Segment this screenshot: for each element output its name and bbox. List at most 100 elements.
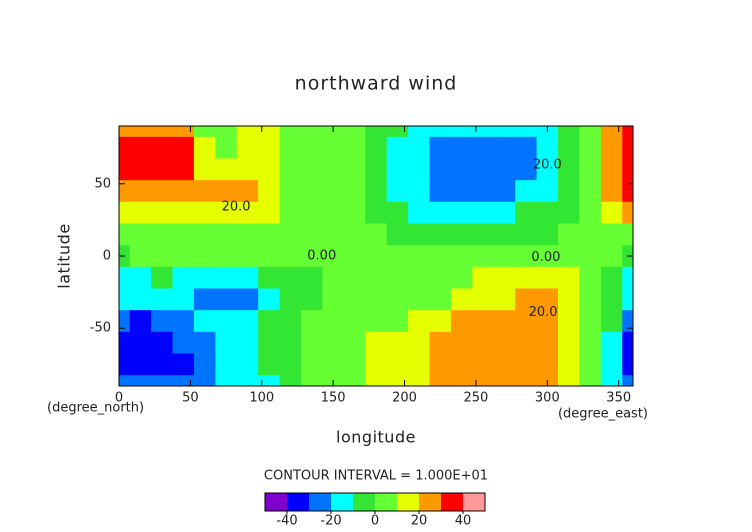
cell [600, 126, 623, 138]
x-tick-label: 50 [182, 391, 199, 406]
cell [301, 288, 323, 311]
cell [408, 245, 431, 268]
cell [215, 245, 238, 268]
contour-label: 20.0 [533, 158, 562, 173]
x-tick-label: 150 [321, 391, 346, 406]
cell [536, 158, 559, 181]
cell [622, 375, 634, 387]
cell [429, 223, 452, 246]
chart-title: northward wind [295, 73, 458, 95]
cell [301, 158, 323, 181]
cell [579, 331, 602, 354]
cell [450, 126, 473, 138]
colorbar-swatch [331, 493, 353, 511]
cell [600, 201, 623, 224]
cell [301, 201, 323, 224]
cell [343, 288, 366, 311]
cell [429, 201, 452, 224]
cell [343, 331, 366, 354]
cell [515, 126, 538, 138]
cell [129, 266, 152, 289]
cell [622, 288, 634, 311]
cell [579, 353, 602, 376]
cell [151, 266, 174, 289]
cell [215, 136, 238, 159]
cell [322, 353, 345, 376]
cell [429, 288, 452, 311]
cell [472, 266, 495, 289]
cell [322, 288, 345, 311]
cell [151, 353, 174, 376]
x-tick-label: 350 [606, 391, 631, 406]
cell [279, 331, 302, 354]
cell [386, 353, 409, 376]
cell [365, 266, 388, 289]
cell [258, 310, 281, 333]
cell [622, 158, 634, 181]
cell [119, 331, 131, 354]
cell [129, 180, 152, 203]
cell [493, 310, 516, 333]
cell [386, 331, 409, 354]
cell [129, 201, 152, 224]
cell [129, 310, 152, 333]
cell [151, 158, 174, 181]
cell [236, 126, 259, 138]
cell [622, 266, 634, 289]
cell [322, 223, 345, 246]
cell [622, 180, 634, 203]
cell [365, 288, 388, 311]
cell [279, 375, 302, 387]
cell [450, 310, 473, 333]
cell [493, 158, 516, 181]
cell [258, 375, 281, 387]
cell [493, 223, 516, 246]
cell [408, 375, 431, 387]
colorbar-tick-label: 40 [455, 514, 472, 529]
cell [408, 223, 431, 246]
cell [322, 201, 345, 224]
cell [579, 201, 602, 224]
cell [151, 288, 174, 311]
cell [579, 310, 602, 333]
cell [215, 353, 238, 376]
x-unit: (degree_east) [558, 407, 648, 422]
field [119, 126, 634, 387]
cell [408, 288, 431, 311]
cell [172, 245, 195, 268]
cell [236, 310, 259, 333]
cell [119, 266, 131, 289]
cell [215, 310, 238, 333]
cell [365, 158, 388, 181]
cell [450, 201, 473, 224]
colorbar-tick-label: -40 [276, 514, 297, 529]
cell [472, 180, 495, 203]
cell [515, 310, 538, 333]
cell [172, 126, 195, 138]
cell [386, 375, 409, 387]
cell [301, 331, 323, 354]
cell [450, 136, 473, 159]
cell [622, 353, 634, 376]
cell [279, 353, 302, 376]
cell [429, 310, 452, 333]
cell [558, 245, 580, 268]
cell [408, 136, 431, 159]
cell [493, 136, 516, 159]
cell [236, 223, 259, 246]
cell [472, 245, 495, 268]
cell [236, 201, 259, 224]
cell [343, 310, 366, 333]
cell [558, 375, 580, 387]
cell [622, 223, 634, 246]
cell [322, 331, 345, 354]
contour-label: 0.00 [531, 250, 560, 265]
colorbar-swatch [375, 493, 397, 511]
cell [129, 158, 152, 181]
cell [515, 180, 538, 203]
cell [386, 266, 409, 289]
cell [536, 288, 559, 311]
cell [236, 288, 259, 311]
cell [343, 158, 366, 181]
